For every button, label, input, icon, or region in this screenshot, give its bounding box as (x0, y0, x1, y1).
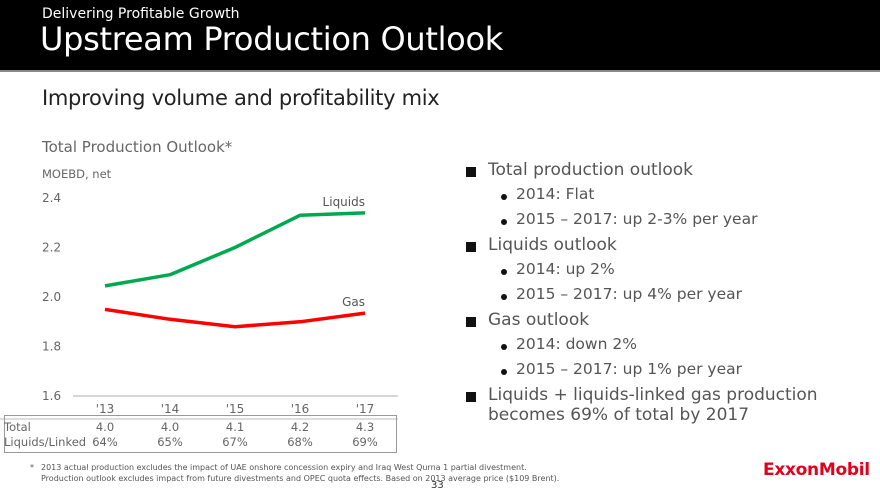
square-bullet-icon (466, 242, 476, 252)
bullet-item: Total production outlook (466, 160, 818, 185)
bullet-text: Liquids + liquids-linked gas production … (488, 385, 818, 425)
x-tick-label: '16 (291, 402, 310, 416)
table-cell: 67% (222, 435, 248, 449)
x-tick-label: '14 (161, 402, 180, 416)
sub-bullet-text: 2014: up 2% (516, 260, 615, 278)
table-cell: 4.0 (160, 420, 180, 434)
footnote-marker: * (30, 463, 34, 472)
series-label-gas: Gas (342, 295, 365, 309)
table-cell: 69% (352, 435, 378, 449)
y-tick-label: 2.4 (42, 191, 61, 205)
bullet-item: Liquids outlook (466, 235, 818, 260)
y-tick-label: 2.2 (42, 241, 61, 255)
chart-title: Total Production Outlook* (42, 138, 233, 156)
bullet-text: Total production outlook (488, 160, 694, 180)
series-line-gas (104, 307, 366, 329)
table-cell: 4.0 (95, 420, 115, 434)
x-tick-label: '13 (96, 402, 115, 416)
sub-bullet-item: 2014: up 2% (466, 260, 818, 285)
page-number: 33 (431, 480, 444, 491)
sub-bullet-item: 2015 – 2017: up 2-3% per year (466, 210, 818, 235)
table-row-label: Liquids/Linked (4, 435, 87, 449)
bullet-item: Gas outlook (466, 310, 818, 335)
footnote-line-1: 2013 actual production excludes the impa… (41, 463, 527, 472)
bullet-text: Gas outlook (488, 310, 590, 330)
page-title: Upstream Production Outlook (40, 20, 503, 58)
table-cell: 4.1 (225, 420, 245, 434)
header-divider (0, 70, 880, 72)
table-cell: 68% (287, 435, 313, 449)
bullet-list: Total production outlook 2014: Flat 2015 –… (466, 160, 818, 429)
series-label-liquids: Liquids (323, 195, 365, 209)
production-table (4, 415, 397, 453)
sub-bullet-text: 2015 – 2017: up 4% per year (516, 285, 743, 303)
y-tick-label: 1.8 (42, 340, 61, 354)
table-cell: 4.2 (290, 420, 310, 434)
sub-bullet-item: 2015 – 2017: up 1% per year (466, 360, 818, 385)
sub-bullet-text: 2014: down 2% (516, 335, 637, 353)
sub-bullet-text: 2015 – 2017: up 2-3% per year (516, 210, 758, 228)
bullet-text: Liquids outlook (488, 235, 617, 255)
y-tick-label: 1.6 (42, 389, 61, 403)
square-bullet-icon (466, 392, 476, 402)
series-line-liquids (104, 211, 366, 288)
section-kicker: Delivering Profitable Growth (42, 6, 240, 22)
bullet-item: Liquids + liquids-linked gas production … (466, 385, 818, 429)
sub-bullet-item: 2014: down 2% (466, 335, 818, 360)
table-row-label: Total (4, 420, 31, 434)
sub-bullet-item: 2015 – 2017: up 4% per year (466, 285, 818, 310)
table-cell: 65% (157, 435, 183, 449)
sub-bullet-text: 2015 – 2017: up 1% per year (516, 360, 743, 378)
header-bar (0, 0, 880, 70)
exxonmobil-logo: ExxonMobil (763, 460, 870, 480)
y-axis-label: MOEBD, net (42, 167, 112, 181)
round-bullet-icon (501, 344, 507, 350)
footnote-line-2: Production outlook excludes impact from … (41, 474, 560, 483)
footnote: * 2013 actual production excludes the im… (30, 462, 590, 484)
y-tick-label: 2.0 (42, 290, 61, 304)
round-bullet-icon (501, 194, 507, 200)
square-bullet-icon (466, 167, 476, 177)
page-subtitle: Improving volume and profitability mix (42, 86, 440, 110)
table-cell: 4.3 (355, 420, 375, 434)
round-bullet-icon (501, 269, 507, 275)
x-tick-label: '15 (226, 402, 245, 416)
sub-bullet-text: 2014: Flat (516, 185, 595, 203)
round-bullet-icon (501, 294, 507, 300)
round-bullet-icon (501, 369, 507, 375)
table-cell: 64% (92, 435, 118, 449)
sub-bullet-item: 2014: Flat (466, 185, 818, 210)
round-bullet-icon (501, 219, 507, 225)
square-bullet-icon (466, 317, 476, 327)
production-chart: 2.4 2.2 2.0 1.8 1.6 '13 '14 '15 '16 '17 Liquids Gas (0, 191, 398, 420)
x-tick-label: '17 (356, 402, 375, 416)
